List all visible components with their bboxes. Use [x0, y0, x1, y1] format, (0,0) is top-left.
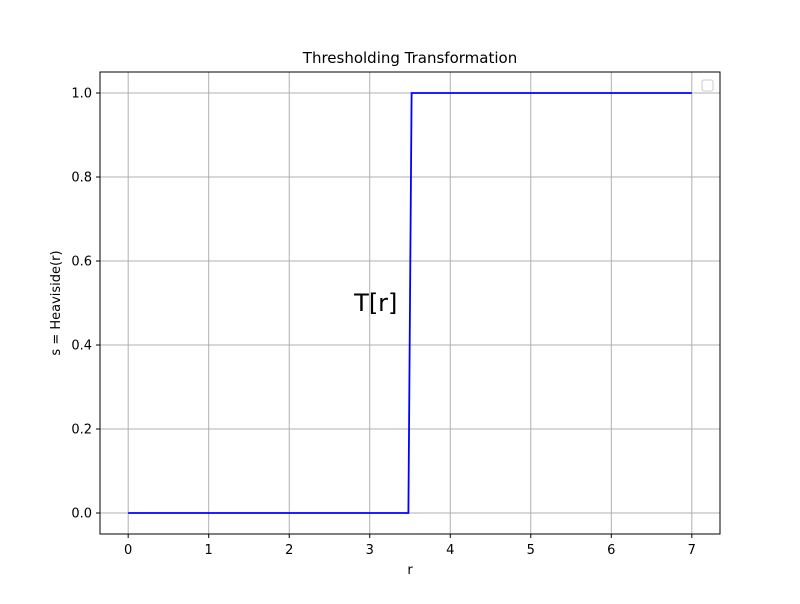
x-tick-label: 6: [607, 543, 615, 558]
chart-title: Thresholding Transformation: [302, 49, 517, 67]
x-axis-label: r: [407, 563, 413, 578]
y-axis-label: s = Heaviside(r): [49, 250, 64, 355]
x-tick-label: 5: [527, 543, 535, 558]
x-tick-label: 0: [124, 543, 132, 558]
annotations: T[r]: [353, 289, 397, 317]
y-tick-label: 0.8: [71, 171, 92, 186]
plot-frame: [99, 71, 721, 535]
y-tick-label: 0.4: [71, 339, 92, 354]
y-tick-label: 0.2: [71, 423, 92, 438]
series-line: [128, 92, 692, 514]
ticks: 0 1 2 3 4 5 6 7 0.0 0.2 0.4 0.6 0.8 1.0: [71, 87, 696, 559]
y-tick-label: 0.6: [71, 255, 92, 270]
annotation-text: T[r]: [353, 289, 397, 317]
x-tick-label: 2: [285, 543, 293, 558]
series-layer: [128, 92, 692, 514]
legend-box: [701, 79, 714, 92]
y-tick-label: 1.0: [71, 87, 92, 102]
x-tick-label: 3: [366, 543, 374, 558]
x-tick-label: 7: [688, 543, 696, 558]
y-tick-label: 0.0: [71, 507, 92, 522]
x-tick-label: 4: [446, 543, 454, 558]
x-tick-label: 1: [205, 543, 213, 558]
